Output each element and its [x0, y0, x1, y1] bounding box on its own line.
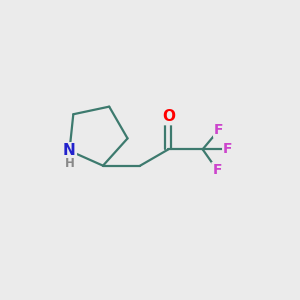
Text: O: O [162, 109, 175, 124]
Text: F: F [223, 142, 233, 156]
Text: F: F [214, 123, 224, 137]
Text: N: N [63, 143, 76, 158]
Text: F: F [212, 163, 222, 177]
Text: H: H [64, 157, 74, 170]
